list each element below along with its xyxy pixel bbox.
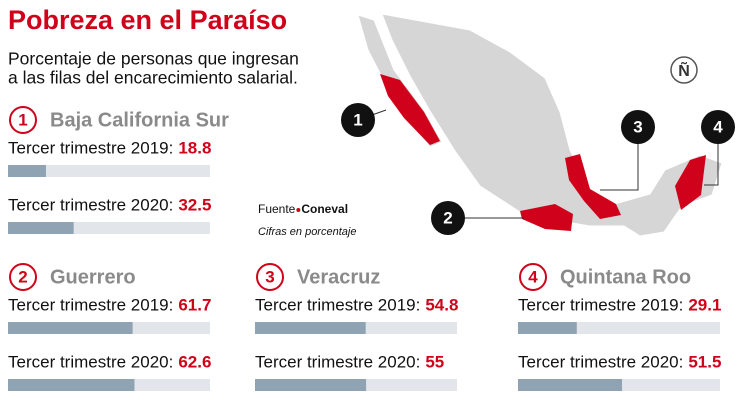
value-label: 29.1 bbox=[688, 295, 721, 314]
value-label: 61.7 bbox=[178, 295, 211, 314]
panel-title: Guerrero bbox=[50, 266, 136, 288]
bar bbox=[255, 379, 367, 391]
logo-text: Ñ bbox=[678, 60, 690, 80]
map-marker bbox=[701, 110, 735, 144]
value-label: 18.8 bbox=[178, 138, 211, 157]
category-label: Tercer trimestre 2019: bbox=[8, 138, 173, 157]
source-name: Coneval bbox=[301, 202, 348, 216]
map-state bbox=[675, 155, 706, 210]
bar bbox=[8, 222, 74, 234]
category-label: Tercer trimestre 2019: bbox=[255, 295, 420, 314]
map-state bbox=[565, 154, 621, 219]
map-state bbox=[380, 74, 440, 145]
bar bbox=[518, 322, 577, 334]
category-label: Tercer trimestre 2019: bbox=[8, 295, 173, 314]
category-label: Tercer trimestre 2020: bbox=[518, 352, 683, 371]
panel-number-circle bbox=[9, 263, 37, 291]
panel-number-circle bbox=[256, 263, 284, 291]
map-state bbox=[520, 204, 573, 231]
subtitle: Porcentaje de personas que ingresan bbox=[8, 49, 299, 69]
panel-title: Veracruz bbox=[297, 266, 380, 288]
source-label: Fuente bbox=[258, 202, 296, 216]
panel-title: Baja California Sur bbox=[50, 109, 229, 131]
map: 1 2 3 4 bbox=[341, 13, 735, 237]
value-label: 62.6 bbox=[178, 352, 211, 371]
leader-line bbox=[704, 127, 719, 186]
map-land bbox=[381, 13, 723, 237]
bar bbox=[8, 165, 46, 177]
leader-line bbox=[600, 127, 639, 191]
category-label: Tercer trimestre 2020: bbox=[8, 195, 173, 214]
map-marker bbox=[621, 110, 655, 144]
category-label: Tercer trimestre 2019: bbox=[518, 295, 683, 314]
category-label: Tercer trimestre 2020: bbox=[8, 352, 173, 371]
bar bbox=[518, 379, 623, 391]
value-label: 32.5 bbox=[178, 195, 211, 214]
panel-number: 1 bbox=[18, 110, 27, 129]
map-marker-label: 2 bbox=[443, 208, 452, 227]
panel-number: 2 bbox=[18, 267, 27, 286]
title: Pobreza en el Paraíso bbox=[8, 5, 287, 35]
map-marker bbox=[431, 201, 465, 235]
panel-number: 4 bbox=[528, 267, 538, 286]
panel-title: Quintana Roo bbox=[560, 266, 691, 288]
map-marker bbox=[341, 103, 375, 137]
category-label: Tercer trimestre 2020: bbox=[255, 352, 420, 371]
map-marker-label: 4 bbox=[713, 117, 723, 136]
bar-track bbox=[8, 165, 210, 177]
bar bbox=[8, 379, 135, 391]
value-label: 54.8 bbox=[425, 295, 458, 314]
logo bbox=[670, 56, 698, 84]
bar bbox=[8, 322, 133, 334]
value-label: 55 bbox=[425, 352, 444, 371]
panel-number-circle bbox=[519, 263, 547, 291]
bar bbox=[255, 322, 366, 334]
source-dot bbox=[296, 208, 301, 212]
panel-number-circle bbox=[9, 106, 37, 134]
map-marker-label: 1 bbox=[353, 110, 362, 129]
value-label: 51.5 bbox=[688, 352, 721, 371]
note: Cifras en porcentaje bbox=[258, 226, 356, 238]
map-marker-label: 3 bbox=[633, 117, 642, 136]
panel-number: 3 bbox=[265, 267, 274, 286]
subtitle: a las filas del encarecimiento salarial. bbox=[8, 68, 298, 88]
